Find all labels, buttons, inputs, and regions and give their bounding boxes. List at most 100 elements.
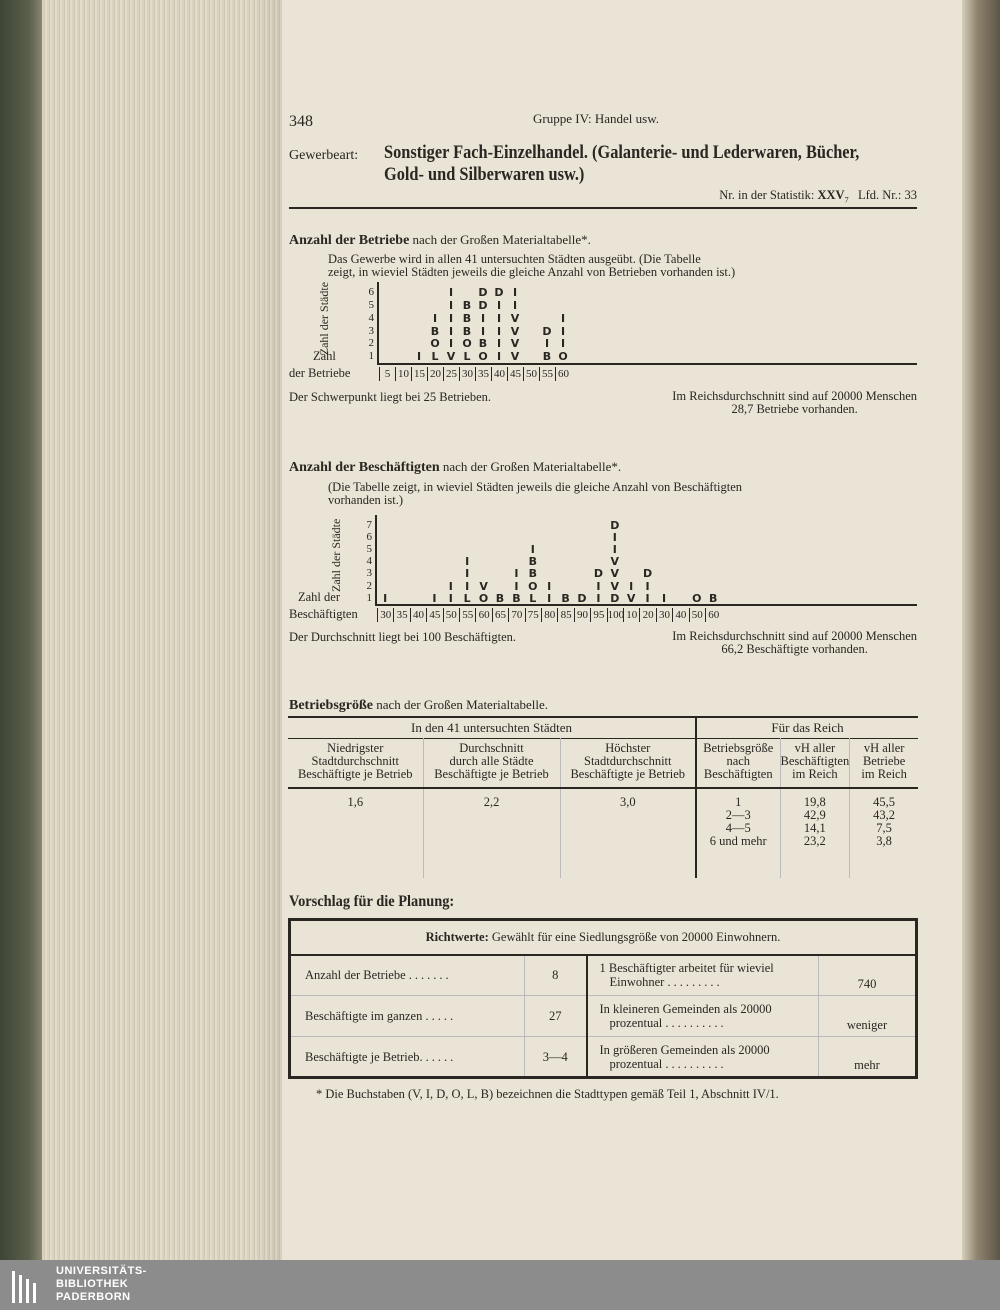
stadttyp-letter: V [510, 337, 520, 351]
stadttyp-letter: B [478, 337, 488, 351]
stadttyp-letter: O [558, 350, 568, 364]
stadttyp-letter: I [496, 299, 502, 312]
x-tick-label: 55 [539, 367, 555, 381]
stadttyp-letter: B [512, 591, 521, 605]
x-tick-label: 50 [688, 608, 705, 622]
x-axis-label-top: Zahl [313, 349, 336, 363]
col-niedrigster: Niedrigster Stadtdurchschnitt Beschäftigte… [288, 738, 424, 788]
x-tick-label: 20 [639, 608, 655, 622]
stadttyp-letter: I [596, 579, 601, 593]
y-tick-label: 5 [368, 299, 375, 311]
section2-heading: Anzahl der Beschäftigten nach der Großen… [289, 459, 622, 475]
x-tick-label: 35 [393, 608, 409, 622]
x-tick-label: 70 [508, 608, 524, 622]
x-tick-label: 30 [377, 608, 393, 622]
stadttyp-letter: V [626, 591, 636, 605]
x-tick-label: 85 [557, 608, 573, 622]
reich-groessen: 1 2—3 4—5 6 und mehr [695, 788, 781, 878]
stadttyp-letter: I [496, 311, 502, 325]
stadttyp-letter: V [510, 350, 520, 364]
x-tick-label: 60 [475, 608, 491, 622]
planung-table: Richtwerte: Gewählt für eine Siedlungsgr… [288, 918, 918, 1079]
stadttyp-letter: I [432, 311, 438, 325]
stadttyp-letter: V [510, 311, 520, 325]
stadttyp-letter: V [610, 555, 620, 569]
x-tick-label: 50 [523, 367, 539, 381]
stadttyp-letter: O [462, 337, 472, 351]
stadttyp-letter: O [528, 579, 538, 593]
x-tick-label: 40 [672, 608, 688, 622]
stadttyp-letter: I [465, 555, 470, 569]
section2-intro: (Die Tabelle zeigt, in wieviel Städten j… [328, 480, 743, 507]
stadttyp-letter: I [514, 567, 519, 581]
x-tick-label: 30 [655, 608, 672, 622]
title-line1: Sonstiger Fach-Einzelhandel. (Galanterie… [384, 142, 860, 163]
stadttyp-letter: I [496, 350, 502, 364]
col-durchschnitt: Durchschnitt durch alle Städte Beschäftigt… [423, 738, 561, 788]
stadttyp-letter: I [496, 324, 502, 338]
library-logo: UNIVERSITÄTS- BIBLIOTHEK PADERBORN [10, 1263, 150, 1307]
y-axis-label: Zahl der Städte [329, 518, 343, 592]
x-tick-label: 5 [379, 367, 395, 381]
x-tick-label: 35 [475, 367, 491, 381]
y-tick-label: 5 [366, 543, 373, 555]
planung-heading: Vorschlag für die Planung: [289, 893, 455, 910]
stadttyp-letter: I [530, 543, 535, 556]
stat-number: Nr. in der Statistik: XXV7 Lfd. Nr.: 33 [719, 188, 917, 205]
stadttyp-letter: D [643, 567, 653, 581]
stadttyp-letter: B [495, 591, 505, 605]
stadttyp-letter: I [547, 579, 552, 593]
x-tick-label: 15 [411, 367, 427, 381]
y-axis-label: Zahl der Städte [317, 281, 331, 356]
stadttyp-letter: I [645, 579, 650, 593]
x-tick-label: 95 [590, 608, 606, 622]
running-title: Gruppe IV: Handel usw. [533, 111, 659, 126]
group-right-header: Für das Reich [695, 717, 918, 738]
book-spine [0, 0, 42, 1260]
stadttyp-letter: V [610, 567, 620, 581]
stadttyp-letter: I [465, 579, 470, 593]
footnote: * Die Buchstaben (V, I, D, O, L, B) beze… [316, 1087, 779, 1101]
section2-note-left: Der Durchschnitt liegt bei 100 Beschäfti… [289, 630, 517, 644]
stadttyp-letter: B [561, 591, 570, 605]
stadttyp-letter: D [478, 299, 488, 312]
stadttyp-letter: D [593, 567, 603, 581]
stadttyp-letter: I [512, 299, 518, 312]
x-tick-label: 90 [573, 608, 590, 622]
x-tick-label: 75 [524, 608, 541, 622]
stadttyp-letter: I [448, 337, 454, 351]
planung-row: Anzahl der Betriebe ....... 8 1 Beschäft… [289, 954, 917, 996]
stadttyp-letter: V [510, 324, 520, 338]
y-tick-label: 4 [368, 311, 375, 324]
stadttyp-letter: B [708, 591, 718, 605]
y-tick-label: 6 [368, 286, 375, 299]
x-axis-line [375, 604, 917, 606]
stadttyp-letter: I [629, 579, 634, 593]
planung-row: Beschäftigte im ganzen ..... 27 In klein… [289, 995, 917, 1037]
value-niedrigster: 1,6 [288, 788, 424, 878]
stadttyp-letter: V [479, 579, 488, 593]
col-betriebsgroesse: Betriebsgröße nach Beschäftigten [695, 738, 781, 788]
stadttyp-letter: O [478, 350, 488, 364]
stadttyp-letter: I [448, 286, 454, 300]
stadttyp-letter: I [661, 591, 667, 605]
stadttyp-letter: I [514, 579, 519, 593]
x-tick-label: 25 [443, 367, 459, 381]
stadttyp-letter: I [612, 530, 617, 544]
stadttyp-letter: D [577, 591, 587, 605]
stadttyp-letter: I [383, 591, 388, 605]
stadttyp-letter: I [596, 591, 601, 605]
y-tick-label: 1 [366, 591, 373, 604]
stadttyp-letter: I [480, 311, 486, 325]
stadttyp-letter: B [462, 324, 472, 338]
section1-note-right: Im Reichsdurchschnitt sind auf 20000 Men… [672, 389, 917, 416]
betriebsgroesse-heading: Betriebsgröße nach der Großen Materialta… [289, 697, 549, 713]
stadttyp-letter: I [645, 591, 650, 605]
value-durchschnitt: 2,2 [423, 788, 561, 878]
stadttyp-letter: I [448, 579, 453, 593]
page-number: 348 [289, 113, 313, 130]
section2-note-right: Im Reichsdurchschnitt sind auf 20000 Men… [672, 629, 917, 656]
stadttyp-letter: I [416, 350, 422, 364]
y-tick-label: 2 [366, 579, 373, 592]
value-hoechster: 3,0 [619, 795, 636, 809]
